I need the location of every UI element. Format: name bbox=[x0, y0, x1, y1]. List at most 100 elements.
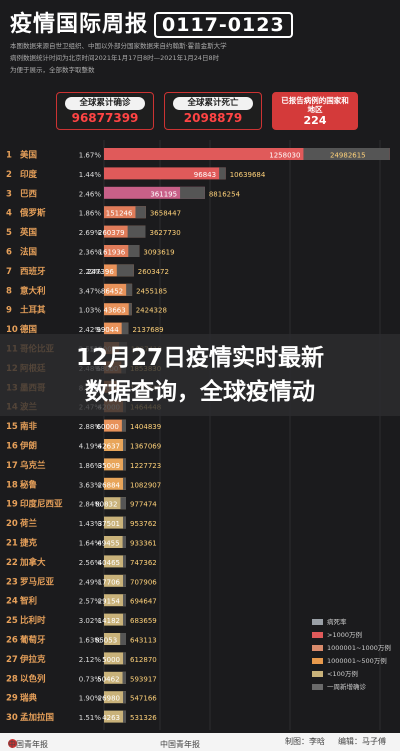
fatality-rate-label: 2.42% bbox=[79, 326, 102, 334]
total-bar bbox=[104, 186, 205, 199]
total-value-label: 933361 bbox=[130, 540, 157, 548]
weekly-value-label: 99044 bbox=[96, 326, 119, 334]
weekly-bar bbox=[121, 322, 129, 335]
footer-brand-text: 中国青年报 bbox=[8, 740, 48, 749]
fatality-rate-label: 1.63% bbox=[79, 637, 102, 645]
total-bar bbox=[104, 458, 126, 471]
legend-item: 1000001~500万例 bbox=[312, 655, 392, 668]
total-bar bbox=[104, 536, 126, 548]
country-label: 孟加拉国 bbox=[20, 712, 54, 723]
weekly-bar bbox=[120, 633, 126, 645]
weekly-value-label: 247396 bbox=[87, 268, 114, 276]
weekly-bar bbox=[123, 477, 126, 490]
legend-swatch bbox=[312, 684, 323, 690]
total-value-label: 531326 bbox=[130, 714, 157, 722]
total-value-label: 1404839 bbox=[130, 423, 161, 431]
fatality-rate-label: 1.86% bbox=[79, 210, 102, 218]
rank-label: 30 bbox=[6, 713, 18, 723]
stat-total-deaths: 全球累计死亡 2098879 bbox=[164, 92, 262, 130]
total-value-label: 24982615 bbox=[330, 152, 366, 160]
total-bar bbox=[104, 594, 126, 607]
rank-label: 3 bbox=[6, 189, 12, 199]
footer-editor: 制图：李晗 bbox=[285, 737, 325, 746]
weekly-bar bbox=[123, 574, 126, 587]
weekly-bar bbox=[303, 148, 390, 160]
legend-item: <100万例 bbox=[312, 668, 392, 681]
weekly-value-label: 361195 bbox=[150, 190, 177, 198]
rank-label: 5 bbox=[6, 228, 12, 238]
fatality-rate-label: 2.69% bbox=[79, 229, 102, 237]
weekly-value-label: 35009 bbox=[98, 462, 120, 470]
weekly-value-label: 60000 bbox=[97, 423, 119, 431]
total-value-label: 1227723 bbox=[130, 462, 161, 470]
total-bar bbox=[104, 710, 126, 723]
weekly-bar bbox=[123, 555, 126, 568]
fatality-rate-label: 2.12% bbox=[79, 656, 102, 664]
legend-item: 病死率 bbox=[312, 616, 392, 629]
legend-swatch bbox=[312, 632, 323, 638]
legend-swatch bbox=[312, 619, 323, 625]
stat-value: 2098879 bbox=[183, 111, 243, 125]
stat-value: 96877399 bbox=[71, 111, 139, 125]
country-label: 土耳其 bbox=[20, 305, 46, 316]
total-bar bbox=[104, 671, 126, 684]
country-label: 巴西 bbox=[20, 189, 38, 199]
stat-label: 全球累计确诊 bbox=[64, 97, 146, 110]
fatality-rate-label: 2.56% bbox=[79, 559, 102, 567]
country-label: 英国 bbox=[19, 227, 37, 238]
weekly-bar bbox=[123, 652, 126, 665]
total-value-label: 593917 bbox=[130, 675, 157, 683]
country-label: 罗马尼亚 bbox=[20, 577, 55, 587]
rank-label: 26 bbox=[6, 636, 18, 646]
fatality-rate-label: 2.46% bbox=[79, 190, 102, 198]
weekly-value-label: 5000 bbox=[102, 656, 120, 664]
legend-item: >1000万例 bbox=[312, 629, 392, 642]
fatality-rate-label: 1.64% bbox=[79, 540, 102, 548]
total-value-label: 612870 bbox=[130, 656, 157, 664]
country-label: 西班牙 bbox=[20, 266, 46, 277]
weekly-value-label: 40465 bbox=[98, 559, 120, 567]
fatality-rate-label: 4.19% bbox=[79, 443, 102, 451]
poster-title: 疫情国际周报 0117-0123 bbox=[10, 6, 293, 38]
rank-label: 7 bbox=[6, 267, 12, 277]
fatality-rate-label: 3.47% bbox=[79, 287, 102, 295]
headline-line-2: 数据查询，全球疫情动 bbox=[85, 379, 315, 405]
legend-label: <100万例 bbox=[327, 670, 358, 678]
country-label: 捷克 bbox=[20, 538, 38, 549]
total-bar bbox=[104, 303, 132, 316]
source-note-3: 为便于展示，全部数字取整数 bbox=[10, 66, 95, 74]
total-bar bbox=[104, 206, 146, 219]
headline-banner: 12月27日疫情实时最新 数据查询，全球疫情动 bbox=[0, 334, 400, 416]
weekly-bar bbox=[123, 458, 126, 471]
stat-total-confirmed: 全球累计确诊 96877399 bbox=[56, 92, 154, 130]
country-label: 印度 bbox=[20, 169, 38, 180]
country-label: 葡萄牙 bbox=[19, 635, 46, 646]
weekly-value-label: 17706 bbox=[98, 578, 121, 586]
weekly-bar bbox=[135, 206, 146, 219]
rank-label: 18 bbox=[6, 480, 18, 490]
weekly-bar bbox=[123, 613, 126, 626]
total-bar bbox=[104, 652, 126, 665]
country-label: 美国 bbox=[20, 150, 37, 161]
weekly-bar bbox=[116, 264, 134, 277]
legend-swatch bbox=[312, 671, 323, 677]
fatality-rate-label: 3.63% bbox=[79, 481, 102, 489]
stat-label: 全球累计死亡 bbox=[172, 97, 254, 110]
country-label: 法国 bbox=[20, 247, 37, 258]
legend-item: 1000001~1000万例 bbox=[312, 642, 392, 655]
country-label: 加拿大 bbox=[19, 557, 46, 568]
rank-label: 4 bbox=[6, 209, 12, 219]
total-bar bbox=[104, 613, 126, 626]
legend-item: 一周新增确诊 bbox=[312, 681, 392, 694]
fatality-rate-label: 1.44% bbox=[79, 171, 102, 179]
title-text: 疫情国际周报 bbox=[10, 12, 149, 37]
legend-label: 病死率 bbox=[327, 618, 347, 626]
total-value-label: 977474 bbox=[130, 501, 157, 509]
footer-source-text: 中国青年报 bbox=[160, 740, 200, 749]
country-label: 秘鲁 bbox=[20, 479, 38, 490]
fatality-rate-label: 0.73% bbox=[79, 675, 102, 683]
weekly-value-label: 86452 bbox=[101, 287, 123, 295]
weekly-value-label: 29154 bbox=[98, 598, 121, 606]
stat-countries: 已报告病例的国家和地区 224 bbox=[272, 92, 358, 130]
